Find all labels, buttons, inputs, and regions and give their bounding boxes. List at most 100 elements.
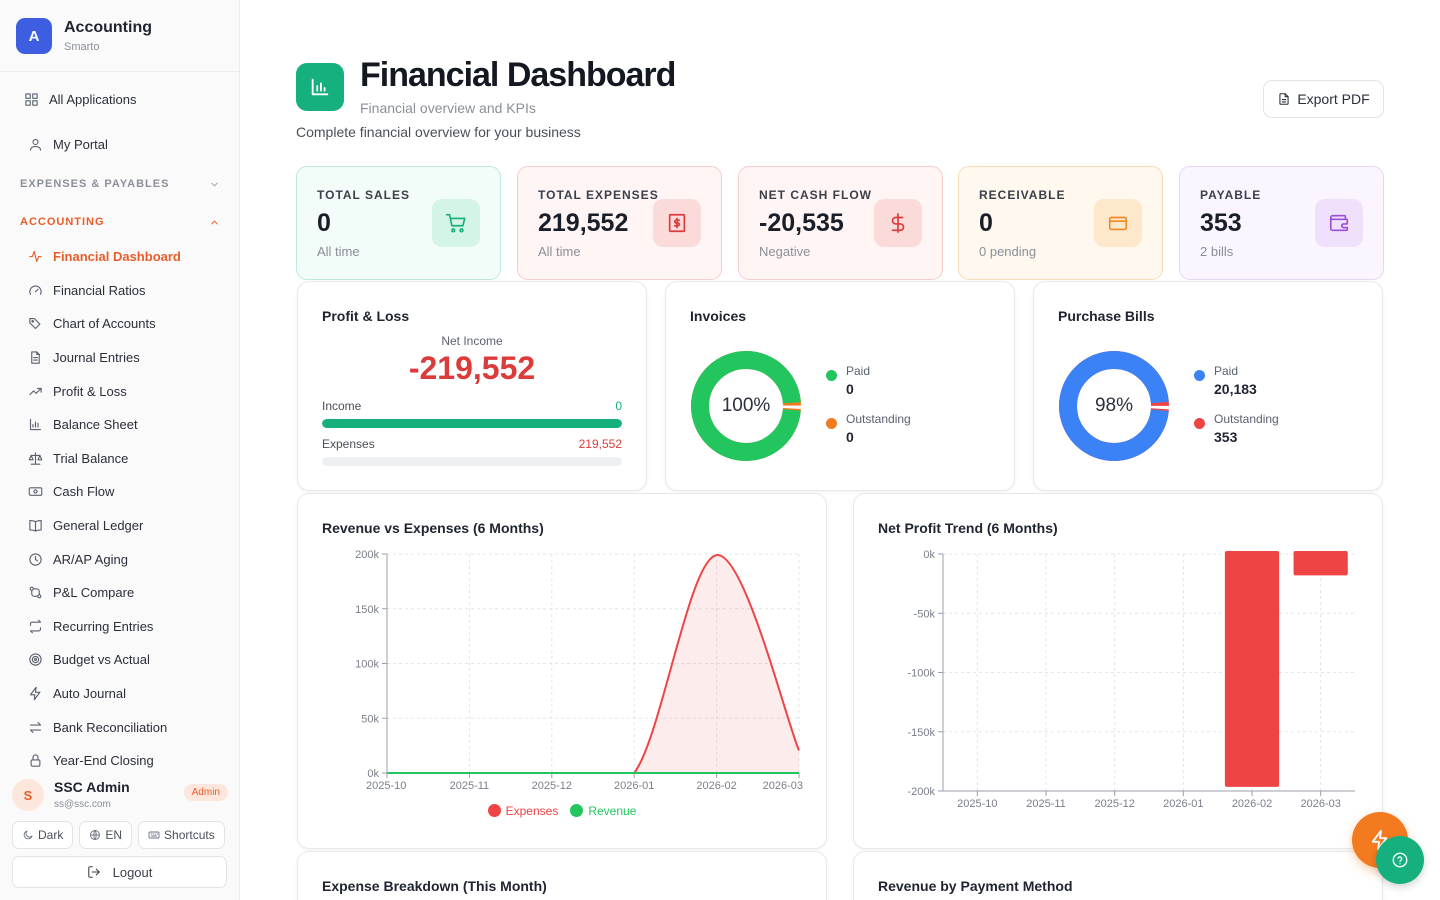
sidebar-item-financial-dashboard[interactable]: Financial Dashboard bbox=[28, 240, 228, 274]
sidebar-item-label: Budget vs Actual bbox=[53, 652, 150, 668]
kpi-card-receivable[interactable]: RECEIVABLE 0 0 pending bbox=[958, 166, 1163, 280]
invoices-donut[interactable]: 100% bbox=[690, 350, 802, 462]
y-tick-label: 50k bbox=[361, 713, 379, 725]
sidebar-item-journal-entries[interactable]: Journal Entries bbox=[28, 341, 228, 375]
x-tick-label: 2026-03 bbox=[763, 780, 803, 792]
sidebar-item-budget-vs-actual[interactable]: Budget vs Actual bbox=[28, 643, 228, 677]
section-accounting-label: ACCOUNTING bbox=[20, 216, 105, 228]
shortcuts-button[interactable]: Shortcuts bbox=[138, 821, 225, 849]
sidebar-item-label: Balance Sheet bbox=[53, 417, 138, 433]
sidebar-item-auto-journal[interactable]: Auto Journal bbox=[28, 677, 228, 711]
kpi-card-payable[interactable]: PAYABLE 353 2 bills bbox=[1179, 166, 1384, 280]
logout-icon bbox=[87, 866, 100, 878]
area-fill-expenses bbox=[387, 555, 799, 773]
sidebar-item-p-l-compare[interactable]: P&L Compare bbox=[28, 576, 228, 610]
page-description: Complete financial overview for your bus… bbox=[296, 124, 581, 140]
lock-icon bbox=[30, 754, 41, 767]
sidebar-item-chart-of-accounts[interactable]: Chart of Accounts bbox=[28, 307, 228, 341]
sidebar-item-trial-balance[interactable]: Trial Balance bbox=[28, 442, 228, 476]
sidebar-item-label: Trial Balance bbox=[53, 450, 129, 466]
legend-label: Revenue bbox=[588, 804, 637, 818]
user-profile[interactable]: S SSC Admin ss@ssc.com Admin bbox=[12, 778, 228, 812]
legend-value: 20,183 bbox=[1214, 381, 1257, 397]
language-button[interactable]: EN bbox=[79, 821, 133, 849]
sidebar-item-label: Year-End Closing bbox=[53, 753, 154, 768]
donut-segment-paid[interactable] bbox=[691, 351, 801, 461]
globe-icon bbox=[90, 830, 101, 840]
clock-icon bbox=[29, 552, 42, 566]
sidebar-item-cash-flow[interactable]: Cash Flow bbox=[28, 475, 228, 509]
language-label: EN bbox=[105, 828, 123, 842]
sidebar-item-recurring-entries[interactable]: Recurring Entries bbox=[28, 610, 228, 644]
sidebar-item-financial-ratios[interactable]: Financial Ratios bbox=[28, 274, 228, 308]
help-button[interactable] bbox=[1376, 836, 1424, 884]
sidebar-item-profit-loss[interactable]: Profit & Loss bbox=[28, 374, 228, 408]
legend-label: Outstanding bbox=[846, 412, 911, 426]
kpi-icon-box bbox=[653, 199, 701, 247]
donut-segment-paid[interactable] bbox=[1059, 351, 1169, 461]
chart-legend: Expenses Revenue bbox=[298, 804, 826, 818]
kpi-card-total-sales[interactable]: TOTAL SALES 0 All time bbox=[296, 166, 501, 280]
repeat-icon bbox=[29, 619, 42, 634]
brand-logo: A bbox=[16, 18, 52, 54]
y-tick-label: 100k bbox=[355, 659, 379, 671]
kpi-icon-box bbox=[432, 199, 480, 247]
kpi-value: 353 bbox=[1200, 209, 1242, 237]
bar-2026-02[interactable] bbox=[1224, 551, 1280, 787]
help-icon bbox=[1392, 852, 1408, 868]
section-expenses-payables[interactable]: EXPENSES & PAYABLES bbox=[20, 178, 220, 190]
grid-icon bbox=[25, 93, 38, 106]
dark-mode-button[interactable]: Dark bbox=[12, 821, 74, 849]
brand[interactable]: A Accounting Smarto bbox=[16, 18, 152, 54]
bar-2026-03[interactable] bbox=[1293, 551, 1348, 576]
sidebar-item-year-end-closing[interactable]: Year-End Closing bbox=[28, 744, 228, 768]
chart-title: Revenue vs Expenses (6 Months) bbox=[322, 520, 544, 536]
card-title: Purchase Bills bbox=[1058, 308, 1155, 324]
accounting-nav-list: Financial Dashboard Financial Ratios Chart… bbox=[28, 240, 228, 768]
section-expenses-label: EXPENSES & PAYABLES bbox=[20, 178, 170, 190]
user-icon bbox=[29, 138, 42, 151]
all-applications-link[interactable]: All Applications bbox=[24, 92, 136, 107]
kpi-card-total-expenses[interactable]: TOTAL EXPENSES 219,552 All time bbox=[517, 166, 722, 280]
banknote-icon bbox=[28, 487, 43, 497]
export-pdf-button[interactable]: Export PDF bbox=[1263, 80, 1384, 118]
y-tick-label: 0k bbox=[923, 549, 935, 561]
kpi-note: All time bbox=[538, 244, 581, 259]
dark-mode-label: Dark bbox=[38, 828, 64, 842]
my-portal-link[interactable]: My Portal bbox=[28, 137, 108, 152]
x-tick-label: 2025-12 bbox=[1094, 798, 1134, 810]
logout-label: Logout bbox=[112, 864, 153, 880]
x-tick-label: 2026-02 bbox=[696, 780, 736, 792]
x-tick-label: 2026-03 bbox=[1300, 798, 1340, 810]
legend-item-revenue[interactable]: Revenue bbox=[570, 804, 636, 818]
x-tick-label: 2025-11 bbox=[1026, 798, 1066, 810]
legend-item-expenses[interactable]: Expenses bbox=[487, 804, 558, 818]
keyboard-icon bbox=[148, 831, 160, 839]
all-applications-label: All Applications bbox=[49, 92, 137, 107]
kpi-card-net-cash-flow[interactable]: NET CASH FLOW -20,535 Negative bbox=[738, 166, 943, 280]
legend-dot bbox=[1194, 370, 1205, 381]
cart-icon bbox=[446, 213, 466, 233]
income-value: 0 bbox=[615, 399, 622, 413]
invoices-card: Invoices 100% Paid 0 Outstanding 0 bbox=[665, 281, 1015, 491]
user-email: ss@ssc.com bbox=[54, 799, 111, 810]
legend-value: 353 bbox=[1214, 429, 1238, 445]
kpi-value: 219,552 bbox=[538, 209, 629, 237]
logout-button[interactable]: Logout bbox=[12, 856, 227, 888]
invoices-donut-chart bbox=[691, 351, 801, 461]
x-tick-label: 2026-01 bbox=[1163, 798, 1203, 810]
net-income-label: Net Income bbox=[441, 334, 503, 348]
income-row: Income 0 bbox=[322, 399, 622, 413]
x-tick-label: 2025-11 bbox=[450, 780, 490, 792]
sidebar-item-label: Profit & Loss bbox=[53, 383, 127, 399]
section-accounting[interactable]: ACCOUNTING bbox=[20, 216, 220, 228]
card-title: Expense Breakdown (This Month) bbox=[322, 878, 547, 894]
chevron-down-icon bbox=[211, 182, 218, 186]
kpi-icon-box bbox=[1315, 199, 1363, 247]
sidebar-item-balance-sheet[interactable]: Balance Sheet bbox=[28, 408, 228, 442]
sidebar-item-ar-ap-aging[interactable]: AR/AP Aging bbox=[28, 542, 228, 576]
kpi-label: NET CASH FLOW bbox=[759, 188, 872, 202]
sidebar-item-general-ledger[interactable]: General Ledger bbox=[28, 509, 228, 543]
sidebar-item-bank-reconciliation[interactable]: Bank Reconciliation bbox=[28, 710, 228, 744]
bills-donut[interactable]: 98% bbox=[1058, 350, 1170, 462]
